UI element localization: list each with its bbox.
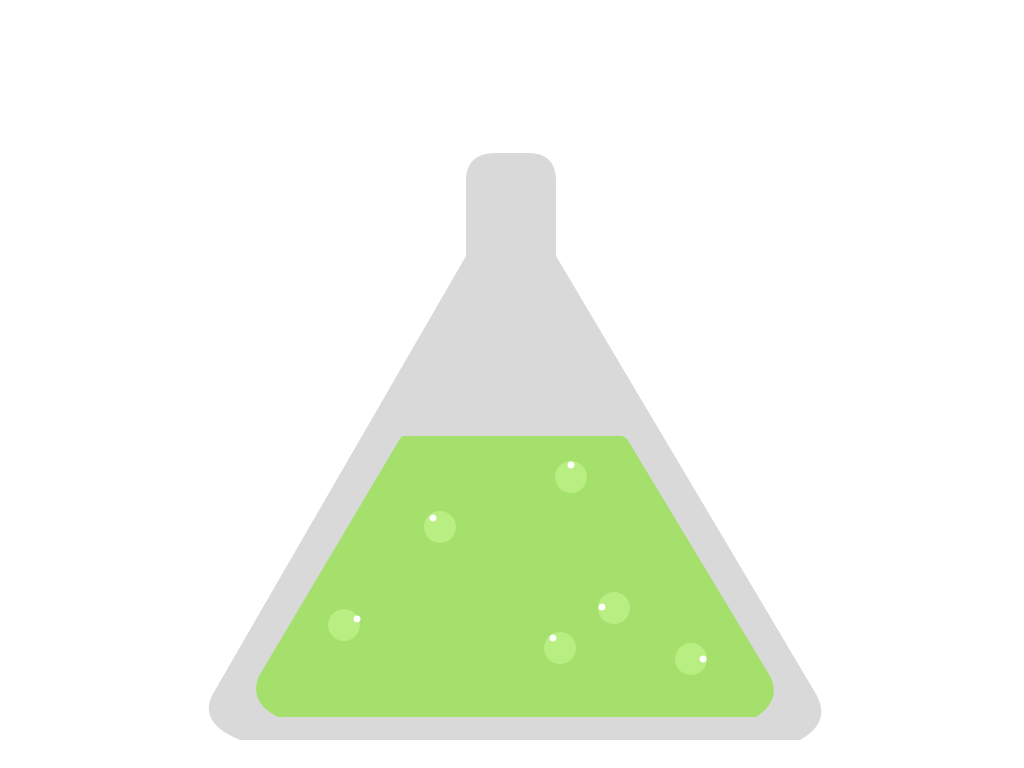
bubble-highlight	[567, 461, 575, 469]
bubble	[598, 592, 630, 624]
bubble-highlight	[699, 655, 707, 663]
bubble	[555, 461, 587, 493]
bubble-group	[328, 461, 707, 675]
bubble	[544, 632, 576, 664]
bubble	[675, 643, 707, 675]
bubble-highlight	[429, 514, 437, 522]
bubble	[328, 609, 360, 641]
bubble-highlight	[598, 603, 606, 611]
flask-liquid	[256, 436, 774, 717]
bubble-highlight	[549, 634, 557, 642]
bubble	[424, 511, 456, 543]
bubble-highlight	[353, 615, 361, 623]
